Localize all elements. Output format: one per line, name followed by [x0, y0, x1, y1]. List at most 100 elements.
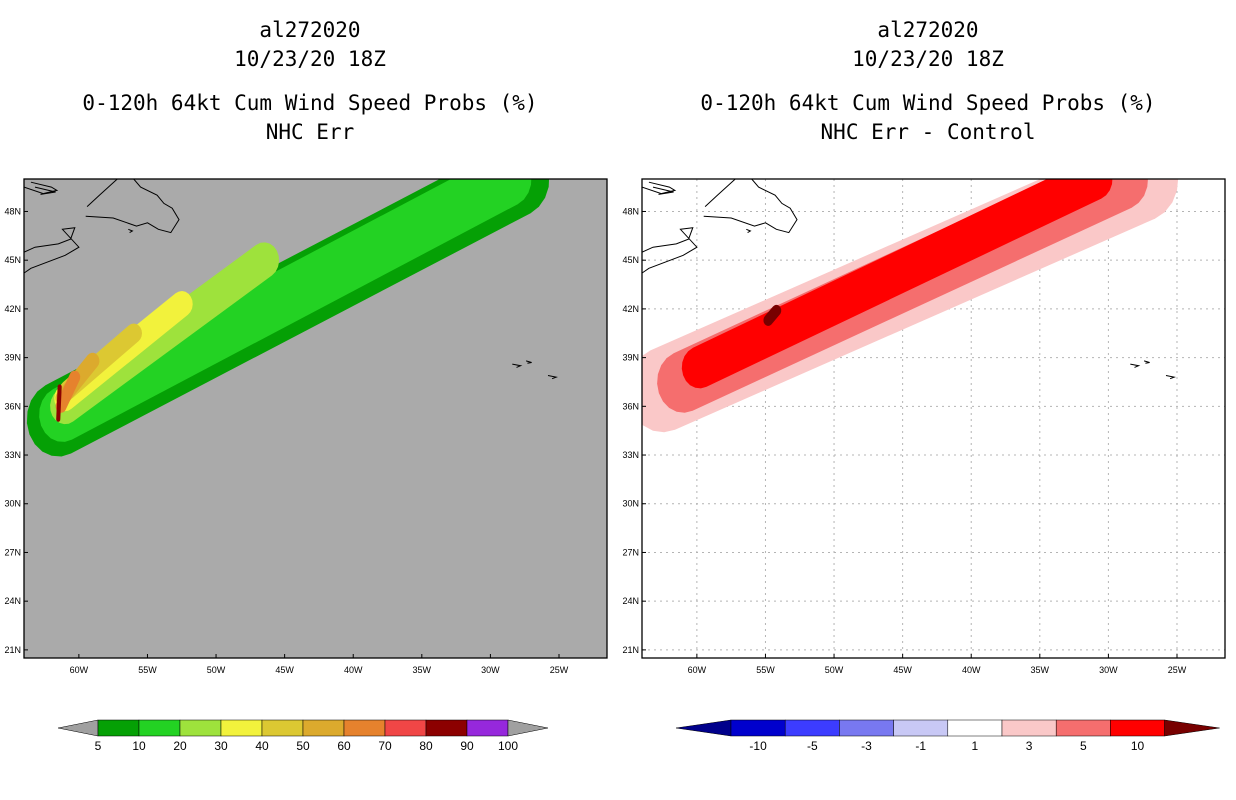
coastline	[703, 179, 798, 234]
prob-band-3	[657, 179, 1148, 413]
coastline	[34, 186, 56, 195]
colorbar-box	[784, 719, 840, 737]
prob-band-10	[763, 304, 782, 326]
map-frame	[23, 178, 608, 659]
lat-label: 42N	[622, 304, 639, 314]
lat-label: 21N	[622, 645, 639, 655]
prob-band-60	[55, 370, 81, 413]
colorbar-box	[466, 719, 509, 737]
colorbar-label: 1	[972, 739, 979, 753]
colorbar-label: 70	[378, 739, 392, 753]
colorbar-label: -3	[861, 739, 872, 753]
lat-label: 45N	[4, 255, 21, 265]
colorbar-box	[947, 719, 1003, 737]
lat-label: 27N	[622, 547, 639, 557]
colorbar-box	[302, 719, 345, 737]
colorbar-box	[1110, 719, 1165, 737]
lat-label: 36N	[622, 401, 639, 411]
lon-label: 50W	[825, 665, 844, 675]
colorbar-box	[425, 719, 468, 737]
lat-label: 24N	[622, 596, 639, 606]
prob-band-10	[39, 179, 532, 442]
left-map-panel: 48N 45N 42N 39N 36N 33N 30N 27N 24N 21N 60W 55W 50W 4…	[4, 178, 608, 675]
colorbar-low-arrow	[675, 719, 732, 737]
colorbar-box	[730, 719, 786, 737]
lat-label: 33N	[622, 450, 639, 460]
lat-label: 21N	[4, 645, 21, 655]
colorbar-high-arrow	[507, 719, 549, 737]
lat-label: 42N	[4, 304, 21, 314]
left-colorbar: 5 10 20 30 40 50 60 70 80 90 100	[57, 719, 549, 753]
lon-label: 35W	[1031, 665, 1050, 675]
right-map-panel: 48N 45N 42N 39N 36N 33N 30N 27N 24N 21N 60W 55W 50W 4…	[622, 178, 1226, 675]
lat-label: 33N	[4, 450, 21, 460]
coastline	[642, 181, 677, 195]
colorbar-box	[179, 719, 222, 737]
coastline	[128, 228, 134, 234]
colorbar-high-arrow	[1164, 719, 1220, 737]
colorbar-label: 80	[419, 739, 433, 753]
coastline	[652, 186, 674, 195]
colorbar-box	[839, 719, 894, 737]
colorbar-box	[1001, 719, 1057, 737]
coastline	[547, 375, 558, 380]
coastline	[746, 228, 752, 234]
colorbar-label: -1	[915, 739, 926, 753]
lat-label: 24N	[4, 596, 21, 606]
lon-label: 55W	[756, 665, 775, 675]
right-title-product: 0-120h 64kt Cum Wind Speed Probs (%)	[700, 91, 1156, 115]
right-colorbar: -10 -5 -3 -1 1 3 5 10	[675, 719, 1220, 753]
left-title-storm: al272020	[259, 18, 361, 42]
colorbar-low-arrow	[57, 719, 99, 737]
lon-label: 60W	[70, 665, 89, 675]
colorbar-label: 90	[460, 739, 474, 753]
colorbar-box	[893, 719, 949, 737]
lon-label: 55W	[138, 665, 157, 675]
colorbar-box	[343, 719, 386, 737]
map-contents	[24, 179, 558, 457]
colorbar-box	[261, 719, 304, 737]
lon-label: 40W	[344, 665, 363, 675]
lat-label: 48N	[4, 206, 21, 216]
lon-label: 40W	[962, 665, 981, 675]
coastline	[24, 181, 59, 195]
lon-label: 50W	[207, 665, 226, 675]
lon-label: 25W	[1168, 665, 1187, 675]
colorbar-label: 40	[255, 739, 269, 753]
lat-label: 45N	[622, 255, 639, 265]
colorbar-box	[1055, 719, 1111, 737]
coastline	[1143, 360, 1150, 364]
coastline	[24, 227, 80, 274]
left-title-product: 0-120h 64kt Cum Wind Speed Probs (%)	[82, 91, 538, 115]
colorbar-label: 5	[95, 739, 102, 753]
colorbar-label: 10	[1131, 739, 1145, 753]
lat-label: 39N	[4, 353, 21, 363]
colorbar-label: 3	[1026, 739, 1033, 753]
lon-label: 30W	[481, 665, 500, 675]
right-title-storm: al272020	[877, 18, 979, 42]
coastline	[512, 363, 523, 368]
colorbar-box	[220, 719, 263, 737]
lon-label: 25W	[550, 665, 569, 675]
lon-label: 45W	[275, 665, 294, 675]
colorbar-box	[97, 719, 140, 737]
colorbar-label: -5	[807, 739, 818, 753]
map-frame	[641, 178, 1226, 659]
lon-label: 60W	[688, 665, 707, 675]
colorbar-label: 20	[173, 739, 187, 753]
colorbar-label: 50	[296, 739, 310, 753]
colorbar-label: 5	[1080, 739, 1087, 753]
colorbar-box	[138, 719, 181, 737]
lat-label: 30N	[4, 499, 21, 509]
lat-label: 27N	[4, 547, 21, 557]
right-title-date: 10/23/20 18Z	[852, 47, 1004, 71]
colorbar-label: 10	[132, 739, 146, 753]
colorbar-label: 30	[214, 739, 228, 753]
colorbar-box	[384, 719, 427, 737]
colorbar-label: -10	[749, 739, 767, 753]
left-title-date: 10/23/20 18Z	[234, 47, 386, 71]
lon-label: 45W	[893, 665, 912, 675]
lat-label: 36N	[4, 401, 21, 411]
lon-label: 35W	[413, 665, 432, 675]
